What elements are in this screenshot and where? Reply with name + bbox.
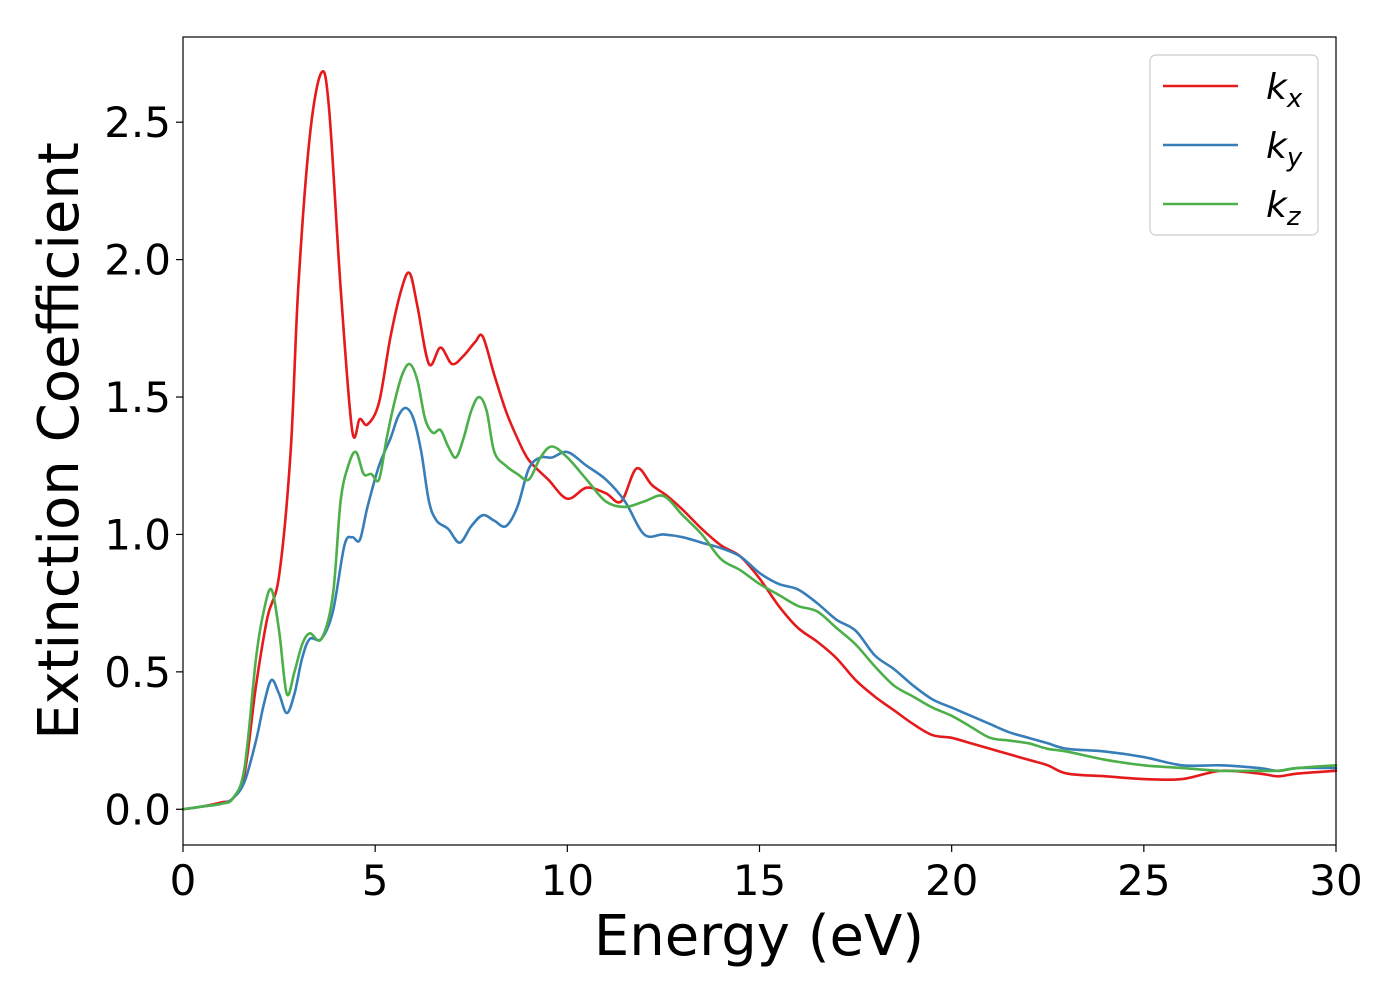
y-tick-label: 0.0 <box>104 785 171 834</box>
series-layer <box>181 70 1338 811</box>
x-tick-label: 20 <box>925 856 978 905</box>
legend-items: kx ky kz <box>1163 67 1303 232</box>
series-line-kx <box>181 70 1338 811</box>
x-tick-label: 30 <box>1309 856 1362 905</box>
y-tick-label: 0.5 <box>104 648 171 697</box>
y-tick-label: 2.0 <box>104 236 171 285</box>
legend-label-ky: ky <box>1266 126 1303 173</box>
series-line-ky <box>181 406 1338 811</box>
y-tick-label: 2.5 <box>104 98 171 147</box>
x-tick-label: 15 <box>733 856 786 905</box>
x-tick-label: 0 <box>170 856 197 905</box>
x-tick-label: 25 <box>1117 856 1170 905</box>
y-tick-label: 1.5 <box>104 373 171 422</box>
x-tick-label: 10 <box>541 856 594 905</box>
legend-label-kx: kx <box>1266 67 1303 114</box>
legend-label-kz: kz <box>1266 185 1302 232</box>
y-axis-title: Extinction Coefficient <box>27 142 92 740</box>
x-axis-ticks: 0 5 10 15 20 25 30 <box>170 845 1363 905</box>
y-axis-ticks: 0.0 0.5 1.0 1.5 2.0 2.5 <box>104 98 183 834</box>
legend: kx ky kz <box>1149 54 1319 236</box>
x-axis-title: Energy (eV) <box>594 904 924 969</box>
y-tick-label: 1.0 <box>104 510 171 559</box>
x-tick-label: 5 <box>362 856 389 905</box>
series-line-kz <box>181 362 1338 811</box>
